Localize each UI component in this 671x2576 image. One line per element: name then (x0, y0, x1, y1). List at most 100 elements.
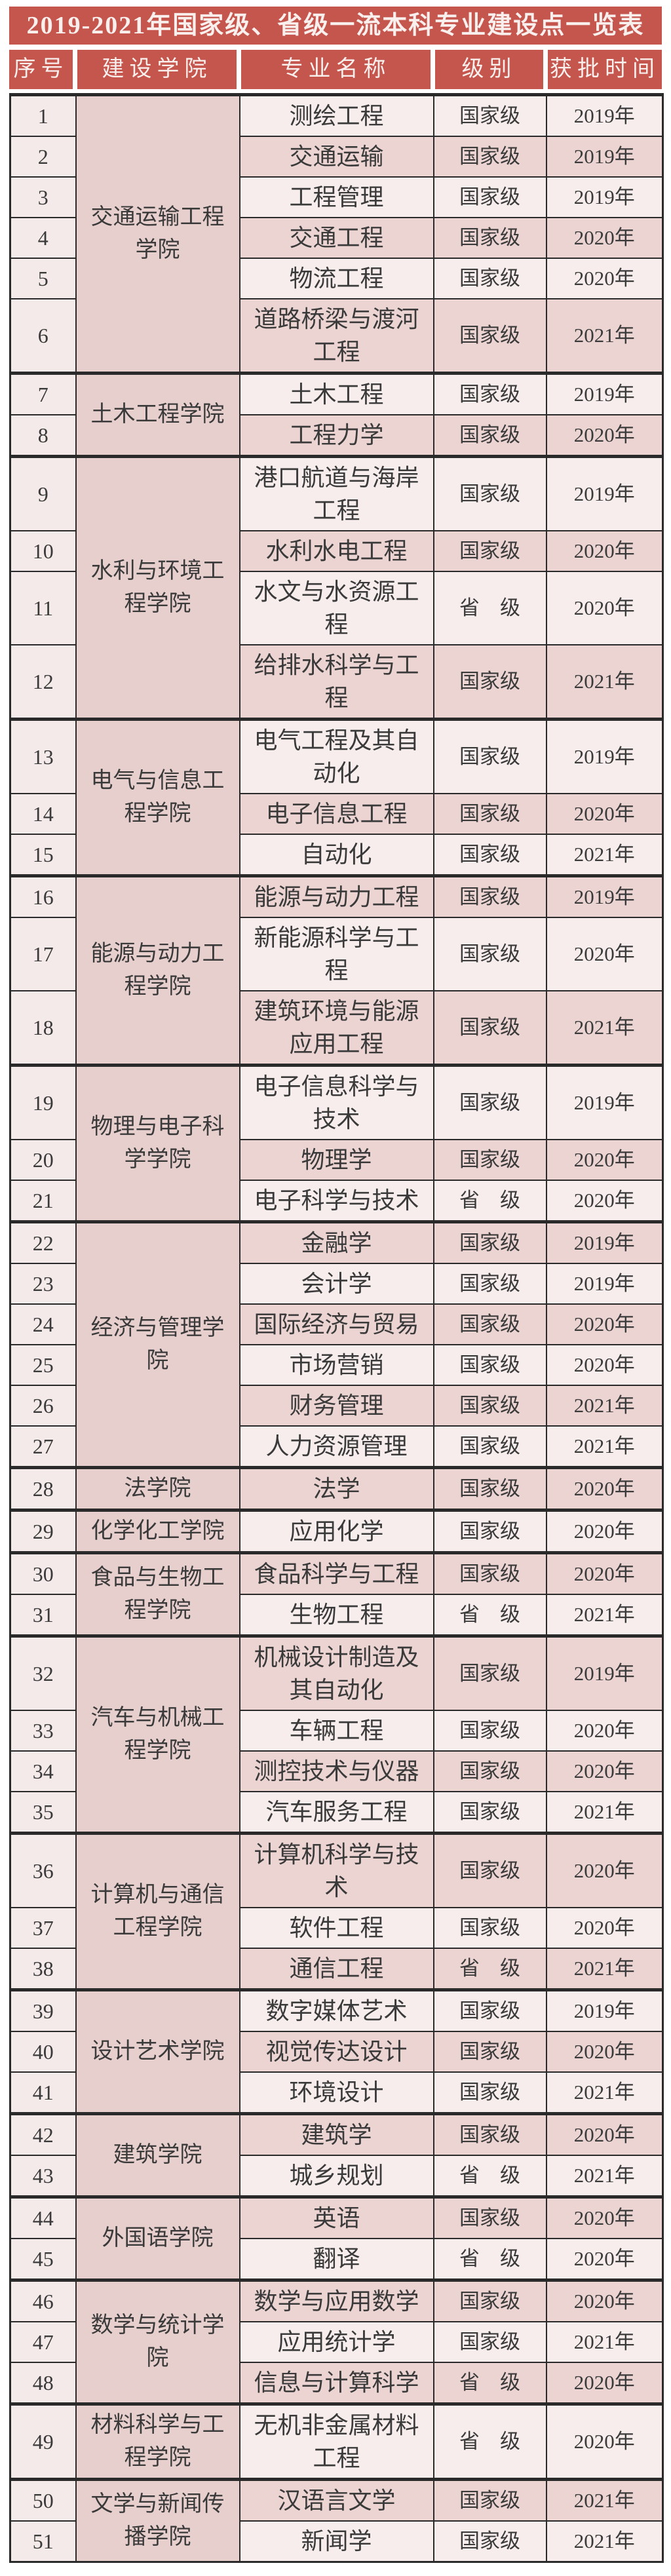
row-number-cell: 5 (9, 258, 77, 299)
approval-year-cell: 2021年 (545, 2478, 664, 2522)
level-cell: 国家级 (432, 1750, 547, 1792)
table-row: 19 物理与电子科学学院 电子信息科学与技术 国家级 2019年 (9, 1064, 664, 1223)
major-name-cell: 机械设计制造及其自动化 (239, 1634, 434, 1711)
row-number-cell: 10 (9, 530, 77, 572)
level-cell: 国家级 (432, 136, 547, 178)
approval-year-cell: 2021年 (545, 1425, 664, 1469)
majors-table: 1 交通运输工程学院 测绘工程 国家级 2019年 2 交通运输 国家级 2019年 3 工程管理国… (9, 93, 664, 2563)
row-number-cell: 37 (9, 1907, 77, 1949)
college-cell: 建筑学院 (75, 2112, 240, 2198)
major-name-cell: 通信工程 (239, 1948, 434, 1991)
level-cell: 国家级 (432, 2321, 547, 2363)
table-row: 48 信息与计算科学省 级 2020年 (9, 2362, 664, 2405)
table-row: 3 工程管理 国家级 2019年 (9, 176, 664, 218)
table-row: 30 食品与生物工程学院 食品科学与工程 国家级 2020年 (9, 1551, 664, 1637)
college-cell: 能源与动力工程学院 (75, 874, 240, 1066)
row-number-cell: 4 (9, 217, 77, 259)
document-page: 2019-2021年国家级、省级一流本科专业建设点一览表 序号 建设学院 专业名… (9, 7, 664, 2563)
table-row: 36 计算机与通信工程学院 计算机科学与技术 国家级 2020年 (9, 1832, 664, 1991)
major-name-cell: 港口航道与海岸工程 (239, 455, 434, 531)
level-cell: 国家级 (432, 2195, 547, 2239)
approval-year-cell: 2020年 (545, 1907, 664, 1949)
row-number-cell: 36 (9, 1832, 77, 1908)
row-number-cell: 47 (9, 2321, 77, 2363)
approval-year-cell: 2019年 (545, 372, 664, 415)
level-cell: 国家级 (432, 93, 547, 137)
college-cell: 数学与统计学院 (75, 2278, 240, 2405)
table-row: 49 材料科学与工程学院 无机非金属材料工程省 级 2020年 (9, 2402, 664, 2480)
row-number-cell: 9 (9, 455, 77, 531)
row-number-cell: 2 (9, 136, 77, 178)
level-cell: 省 级 (432, 2238, 547, 2281)
major-name-cell: 生物工程 (239, 1594, 434, 1637)
approval-year-cell: 2020年 (545, 2278, 664, 2322)
level-cell: 国家级 (432, 874, 547, 918)
row-number-cell: 12 (9, 644, 77, 720)
level-cell: 国家级 (432, 1139, 547, 1181)
table-row: 18 建筑环境与能源应用工程 国家级 2021年 (9, 990, 664, 1066)
row-number-cell: 35 (9, 1791, 77, 1834)
approval-year-cell: 2020年 (545, 1832, 664, 1908)
row-number-cell: 38 (9, 1948, 77, 1991)
row-number-cell: 42 (9, 2112, 77, 2156)
column-header-year: 获批时间 (548, 50, 662, 89)
college-cell: 经济与管理学院 (75, 1220, 240, 1469)
table-row: 13 电气与信息工程学院 电气工程及其自动化 国家级 2019年 (9, 718, 664, 877)
major-name-cell: 城乡规划 (239, 2155, 434, 2198)
major-name-cell: 车辆工程 (239, 1710, 434, 1752)
table-row: 44 外国语学院 英语 国家级 2020年 (9, 2195, 664, 2281)
major-name-cell: 建筑环境与能源应用工程 (239, 990, 434, 1066)
major-name-cell: 建筑学 (239, 2112, 434, 2156)
major-name-cell: 国际经济与贸易 (239, 1303, 434, 1345)
approval-year-cell: 2021年 (545, 2155, 664, 2198)
major-name-cell: 新闻学 (239, 2520, 434, 2563)
major-name-cell: 汉语言文学 (239, 2478, 434, 2522)
major-name-cell: 道路桥梁与渡河工程 (239, 298, 434, 374)
level-cell: 省 级 (432, 1594, 547, 1637)
level-cell: 省 级 (432, 2402, 547, 2480)
row-number-cell: 41 (9, 2071, 77, 2115)
table-row: 47 应用统计学 国家级 2021年 (9, 2321, 664, 2363)
row-number-cell: 20 (9, 1139, 77, 1181)
approval-year-cell: 2020年 (545, 2362, 664, 2405)
major-name-cell: 测绘工程 (239, 93, 434, 137)
major-name-cell: 测控技术与仪器 (239, 1750, 434, 1792)
table-row: 25 市场营销 国家级 2020年 (9, 1344, 664, 1386)
row-number-cell: 19 (9, 1064, 77, 1140)
table-row: 21 电子科学与技术省 级 2020年 (9, 1180, 664, 1223)
major-name-cell: 电子科学与技术 (239, 1180, 434, 1223)
level-cell: 国家级 (432, 1263, 547, 1305)
level-cell: 国家级 (432, 1907, 547, 1949)
table-row: 2 交通运输 国家级 2019年 (9, 136, 664, 178)
table-row: 6 道路桥梁与渡河工程 国家级 2021年 (9, 298, 664, 374)
level-cell: 国家级 (432, 1832, 547, 1908)
row-number-cell: 30 (9, 1551, 77, 1595)
table-row: 31 生物工程省 级 2021年 (9, 1594, 664, 1637)
level-cell: 国家级 (432, 2478, 547, 2522)
college-cell: 材料科学与工程学院 (75, 2402, 240, 2480)
major-name-cell: 翻译 (239, 2238, 434, 2281)
approval-year-cell: 2020年 (545, 571, 664, 645)
table-body: 1 交通运输工程学院 测绘工程 国家级 2019年 2 交通运输 国家级 2019年 3 工程管理国… (9, 93, 664, 2563)
college-cell: 物理与电子科学学院 (75, 1064, 240, 1223)
level-cell: 国家级 (432, 1466, 547, 1511)
approval-year-cell: 2019年 (545, 176, 664, 218)
row-number-cell: 25 (9, 1344, 77, 1386)
level-cell: 省 级 (432, 1180, 547, 1223)
major-name-cell: 视觉传达设计 (239, 2031, 434, 2073)
level-cell: 国家级 (432, 298, 547, 374)
row-number-cell: 50 (9, 2478, 77, 2522)
column-header-no: 序号 (9, 50, 73, 89)
table-row: 34 测控技术与仪器 国家级 2020年 (9, 1750, 664, 1792)
approval-year-cell: 2021年 (545, 2321, 664, 2363)
row-number-cell: 11 (9, 571, 77, 645)
level-cell: 省 级 (432, 1948, 547, 1991)
approval-year-cell: 2019年 (545, 1988, 664, 2032)
row-number-cell: 22 (9, 1220, 77, 1264)
table-row: 26 财务管理 国家级 2021年 (9, 1385, 664, 1427)
row-number-cell: 28 (9, 1466, 77, 1511)
row-number-cell: 7 (9, 372, 77, 415)
level-cell: 国家级 (432, 1344, 547, 1386)
row-number-cell: 3 (9, 176, 77, 218)
level-cell: 国家级 (432, 455, 547, 531)
